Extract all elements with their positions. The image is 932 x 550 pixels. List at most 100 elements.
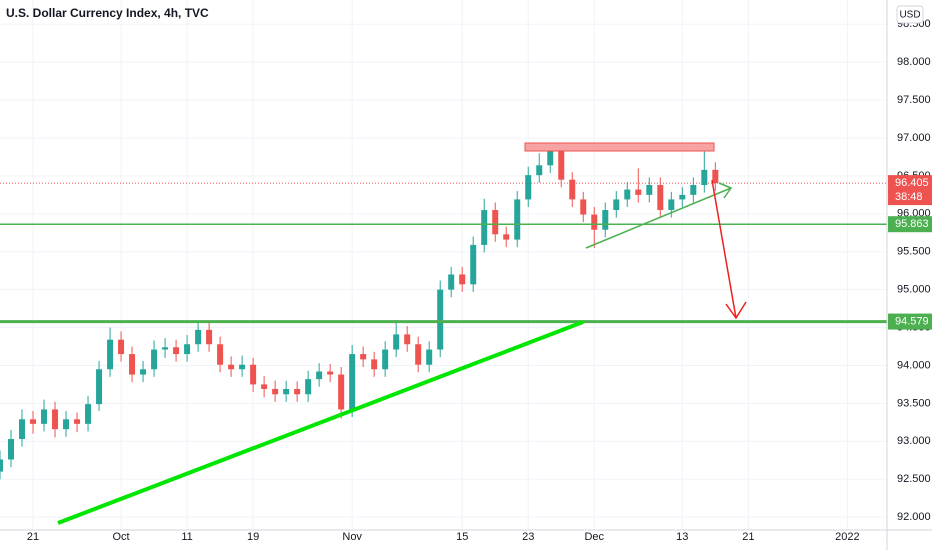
down-arrow [711, 179, 737, 319]
candle-body [679, 194, 686, 200]
candle-body [261, 384, 268, 389]
candle-body [19, 419, 26, 440]
x-tick-label: Dec [584, 531, 604, 543]
last-price-label: 96.405 [895, 177, 929, 189]
candle-body [481, 210, 488, 245]
candle-body [580, 199, 587, 215]
candle-body [30, 419, 37, 424]
candle-body [635, 189, 642, 195]
candle-body [118, 339, 125, 355]
candle-body [250, 364, 257, 385]
y-tick-label: 94.000 [897, 359, 931, 371]
candle-body [41, 409, 48, 424]
x-tick-label: 13 [676, 531, 688, 543]
candle-body [151, 349, 158, 370]
y-tick-label: 98.000 [897, 56, 931, 68]
candle-body [437, 289, 444, 350]
y-tick-label: 93.500 [897, 397, 931, 409]
candle-body [272, 388, 279, 395]
candle-body [305, 379, 312, 395]
candle-body [712, 169, 719, 184]
resistance-zone [524, 142, 715, 152]
candle-body [547, 150, 554, 166]
candle-body [558, 150, 565, 180]
currency-label: USD [899, 10, 920, 21]
candle-body [393, 334, 400, 350]
candle-body [426, 349, 433, 365]
candle-body [536, 165, 543, 176]
candle-body [85, 404, 92, 424]
candle-body [569, 179, 576, 200]
y-tick-label: 92.500 [897, 473, 931, 485]
candle-body [228, 364, 235, 370]
candle-body [646, 185, 653, 195]
candle-body [690, 185, 697, 195]
candle-body [107, 339, 114, 370]
candle-body [602, 210, 609, 230]
candle-body [657, 185, 664, 211]
x-tick-label: 15 [456, 531, 468, 543]
y-tick-label: 95.000 [897, 284, 931, 296]
candle-body [701, 169, 708, 186]
down-arrow-head [725, 301, 747, 320]
level-label: 95.863 [895, 218, 929, 230]
x-tick-label: 11 [181, 531, 192, 543]
grid [0, 0, 887, 530]
candle-body [239, 364, 246, 370]
candle-body [74, 419, 81, 424]
candle-body [0, 459, 3, 472]
candle-body [613, 199, 620, 211]
candle-body [217, 344, 224, 365]
triangle-line [585, 187, 732, 249]
x-tick-label: Oct [112, 531, 129, 543]
x-tick-label: Nov [342, 531, 362, 543]
trend-line [57, 320, 584, 525]
candle-body [162, 347, 169, 350]
candle-body [63, 419, 70, 430]
candle-body [294, 388, 301, 395]
candle-body [349, 354, 356, 410]
candle-body [492, 210, 499, 235]
last-price-box [888, 175, 932, 206]
x-tick-label: 19 [247, 531, 259, 543]
candle-body [591, 214, 598, 230]
candle-body [8, 439, 15, 460]
candle-body [459, 274, 466, 285]
triangle-arrow-head [718, 182, 733, 199]
level-box [888, 216, 932, 233]
candle-body [327, 371, 334, 375]
candle-body [525, 175, 532, 200]
candle-body [206, 329, 213, 345]
candle-body [129, 354, 136, 375]
x-tick-label: 2022 [835, 531, 859, 543]
candle-body [52, 409, 59, 430]
candle-body [371, 359, 378, 370]
y-tick-label: 93.000 [897, 435, 931, 447]
candle-body [514, 199, 521, 240]
level-box [888, 313, 932, 330]
currency-button[interactable] [896, 5, 924, 24]
x-tick-label: 21 [742, 531, 754, 543]
candle-body [470, 244, 477, 285]
countdown-label: 38:48 [895, 191, 923, 203]
drawings [57, 142, 747, 525]
candle-body [173, 347, 180, 355]
x-tick-label: 21 [27, 531, 39, 543]
candle-body [503, 234, 510, 240]
candle-body [624, 189, 631, 200]
y-tick-label: 97.000 [897, 132, 931, 144]
candles [0, 142, 887, 480]
candle-body [96, 369, 103, 405]
y-tick-label: 92.000 [897, 511, 931, 523]
candle-body [448, 274, 455, 290]
candle-body [184, 344, 191, 355]
candle-body [195, 329, 202, 345]
candle-body [316, 371, 323, 380]
chart-title: U.S. Dollar Currency Index, 4h, TVC [6, 6, 209, 20]
x-tick-label: 23 [522, 531, 534, 543]
candle-body [668, 199, 675, 211]
y-tick-label: 95.500 [897, 246, 931, 258]
price-labels: 96.405 38:48 95.863 94.579 [888, 175, 932, 330]
